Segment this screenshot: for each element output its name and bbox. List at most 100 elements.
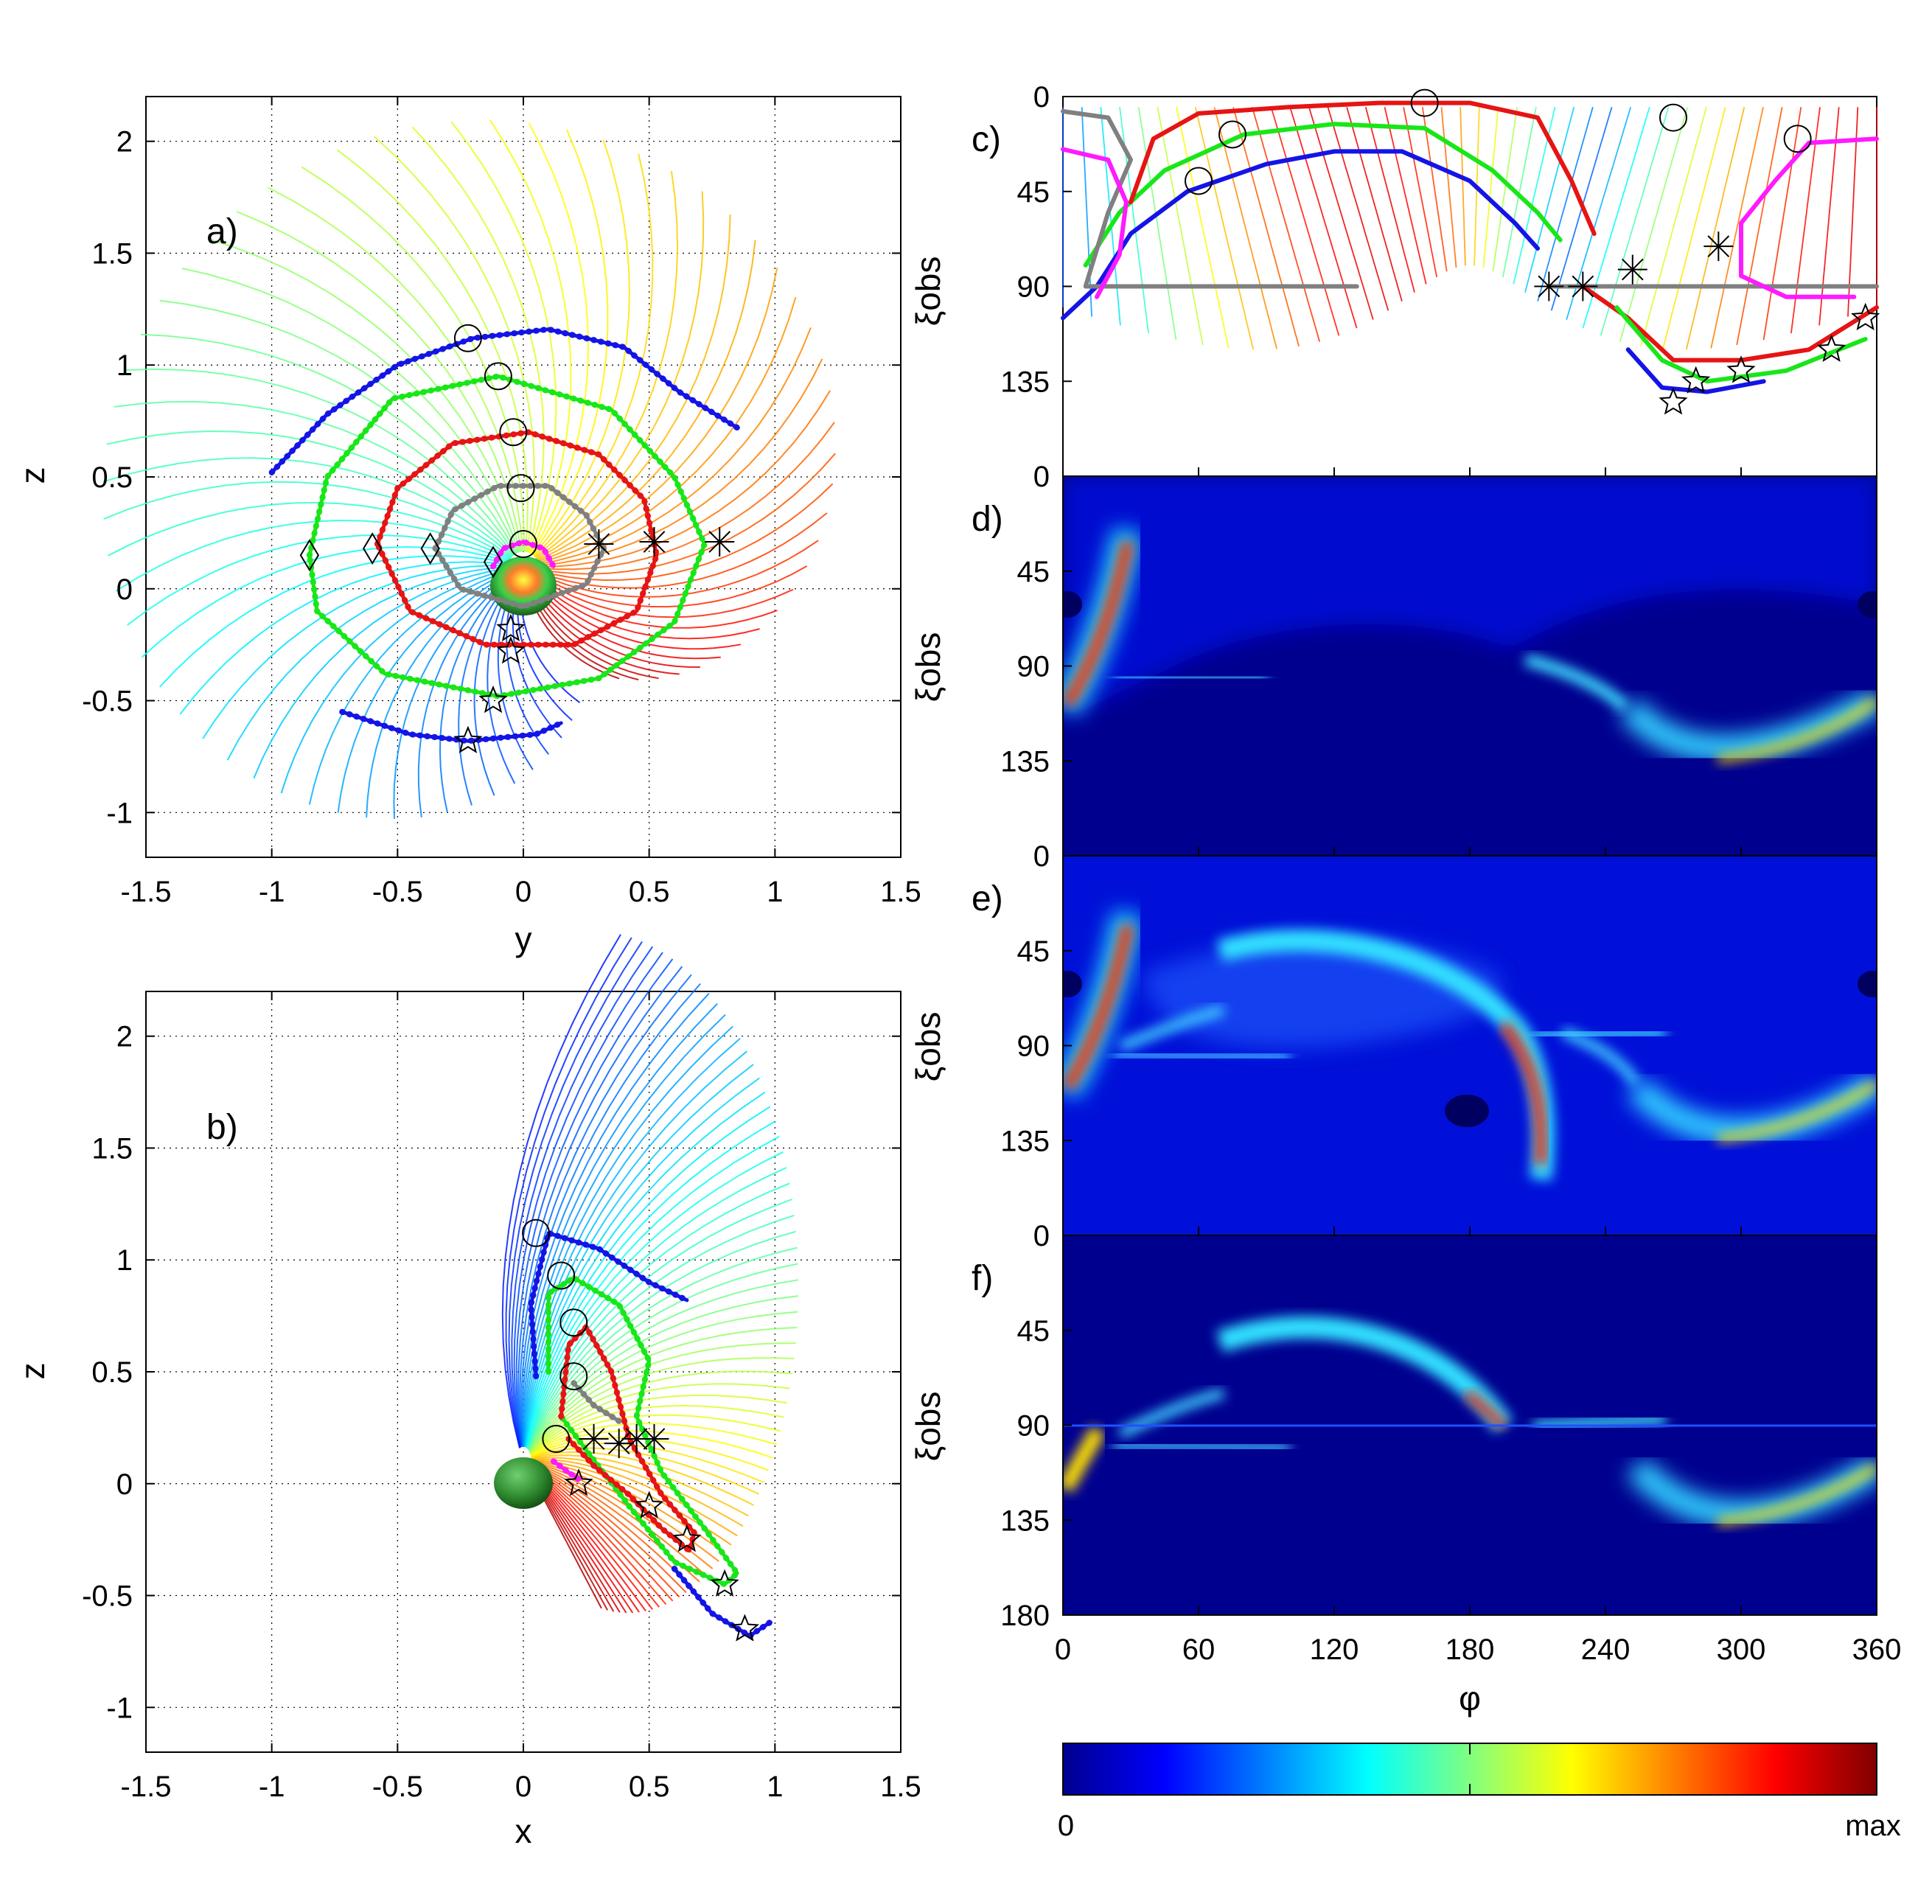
panel-a-streamlines bbox=[102, 119, 836, 820]
panel-c-ticks: 0 45 90 135 bbox=[1000, 81, 1877, 476]
a-streamline bbox=[366, 572, 511, 818]
c-streamline bbox=[1364, 107, 1415, 293]
panel-e-band-2 bbox=[1112, 1049, 1291, 1063]
c-streamline bbox=[1492, 107, 1518, 272]
a-marker-asterisk bbox=[705, 527, 735, 557]
b-streamline bbox=[526, 1167, 787, 1448]
a-ytick-label: 1.5 bbox=[91, 237, 133, 270]
c-series-green-right bbox=[1614, 305, 1868, 384]
a-series-red-line bbox=[375, 430, 659, 647]
panel-a-series bbox=[268, 326, 741, 744]
a-streamline bbox=[537, 327, 812, 565]
f-xtick-label: 240 bbox=[1581, 1633, 1631, 1666]
b-series-red-line bbox=[559, 1325, 697, 1553]
b-series-gray-line bbox=[571, 1381, 621, 1423]
a-streamline bbox=[531, 577, 742, 650]
panel-f-ylabel: ξobs bbox=[909, 1392, 947, 1462]
b-streamline bbox=[517, 966, 683, 1447]
c-marker-circle bbox=[1410, 88, 1439, 117]
c-streamline bbox=[1270, 107, 1340, 336]
a-marker-circle bbox=[499, 418, 528, 447]
panel-d-band-4-core bbox=[1717, 697, 1877, 763]
panel-f-label: f) bbox=[972, 1259, 993, 1298]
b-streamline bbox=[521, 992, 710, 1447]
b-streamline bbox=[528, 1279, 799, 1451]
panel-f-arc bbox=[1216, 1316, 1513, 1433]
f-ytick-label: 45 bbox=[1017, 1315, 1050, 1347]
b-xtick-label: 0 bbox=[515, 1771, 531, 1803]
c-streamline bbox=[1157, 107, 1204, 346]
panel-e-band-4 bbox=[1532, 1027, 1667, 1041]
c-streamline bbox=[1582, 107, 1650, 329]
a-streamline bbox=[487, 578, 516, 784]
a-streamline bbox=[528, 122, 590, 554]
a-streamline bbox=[127, 534, 510, 626]
a-streamline bbox=[529, 579, 700, 668]
b-streamline bbox=[531, 1462, 707, 1577]
c-marker-star bbox=[1850, 302, 1880, 331]
b-streamline bbox=[531, 1451, 755, 1506]
b-series-blue-line bbox=[529, 1231, 689, 1378]
b-marker-circle bbox=[542, 1425, 571, 1454]
b-streamline bbox=[505, 937, 632, 1448]
d-ytick-label: 45 bbox=[1017, 556, 1050, 588]
panel-e-ylabel: ξobs bbox=[909, 1012, 947, 1082]
b-xtick-label: 1.5 bbox=[880, 1771, 921, 1803]
a-marker-star bbox=[496, 613, 526, 642]
b-marker-star bbox=[564, 1468, 593, 1496]
c-streamline bbox=[1176, 107, 1230, 349]
panel-e-ticks: 0 45 90 135 bbox=[1000, 840, 1877, 1235]
a-streamline bbox=[179, 561, 509, 715]
e-ytick-label: 90 bbox=[1017, 1031, 1050, 1063]
a-streamline bbox=[533, 576, 760, 640]
f-xtick-label: 0 bbox=[1055, 1633, 1071, 1666]
b-ytick-label: 0.5 bbox=[91, 1356, 133, 1389]
panel-c-label: c) bbox=[972, 120, 1001, 159]
panel-c-streamlines bbox=[1062, 107, 1877, 350]
panel-f-band-3 bbox=[1117, 1388, 1225, 1439]
c-series-blue bbox=[1061, 149, 1540, 321]
c-marker-star bbox=[1816, 334, 1846, 363]
a-streamline bbox=[489, 119, 572, 554]
b-streamline bbox=[531, 1463, 694, 1589]
a-streamline bbox=[439, 575, 513, 813]
b-ytick-label: 1.5 bbox=[91, 1132, 133, 1165]
c-streamline bbox=[1100, 107, 1121, 326]
b-streamline bbox=[519, 974, 692, 1447]
panel-b-sphere bbox=[494, 1457, 553, 1509]
c-marker-asterisk bbox=[1703, 231, 1734, 262]
panel-d-band-2 bbox=[1112, 672, 1269, 683]
b-series-green-line bbox=[546, 1276, 739, 1586]
a-streamline bbox=[535, 565, 808, 608]
a-streamline bbox=[125, 368, 517, 555]
c-streamline bbox=[1662, 107, 1726, 349]
b-marker-circle bbox=[547, 1261, 576, 1290]
a-streamline bbox=[532, 139, 630, 557]
a-xtick-label: -0.5 bbox=[372, 876, 423, 908]
c-streamline bbox=[1685, 107, 1746, 350]
b-streamline bbox=[522, 1002, 718, 1447]
b-xtick-label: -1.5 bbox=[121, 1771, 172, 1803]
a-streamline bbox=[337, 571, 510, 813]
c-marker-asterisk bbox=[1568, 271, 1598, 301]
c-streamline bbox=[1440, 107, 1457, 268]
c-streamline bbox=[1327, 107, 1389, 311]
a-ytick-label: 1 bbox=[116, 349, 133, 382]
c-streamline bbox=[1710, 107, 1764, 349]
b-streamline bbox=[531, 1464, 687, 1594]
panel-a-ticks: -1.5 -1 -0.5 0 0.5 1 1.5 -1 -0.5 0 0.5 1 1.5 2 bbox=[82, 97, 921, 908]
a-streamline bbox=[140, 333, 517, 554]
f-ytick-label: 180 bbox=[1000, 1600, 1050, 1632]
b-streamline bbox=[524, 1106, 771, 1448]
a-streamline bbox=[450, 121, 557, 554]
c-streamline bbox=[1251, 107, 1321, 342]
a-marker-asterisk bbox=[584, 529, 614, 559]
b-streamline bbox=[528, 1263, 798, 1451]
a-streamline bbox=[236, 211, 523, 552]
c-marker-circle bbox=[1783, 125, 1812, 153]
b-streamline bbox=[529, 1383, 790, 1454]
a-marker-circle bbox=[509, 530, 537, 559]
a-ytick-label: -0.5 bbox=[82, 686, 133, 718]
b-ytick-label: 0 bbox=[116, 1468, 133, 1501]
